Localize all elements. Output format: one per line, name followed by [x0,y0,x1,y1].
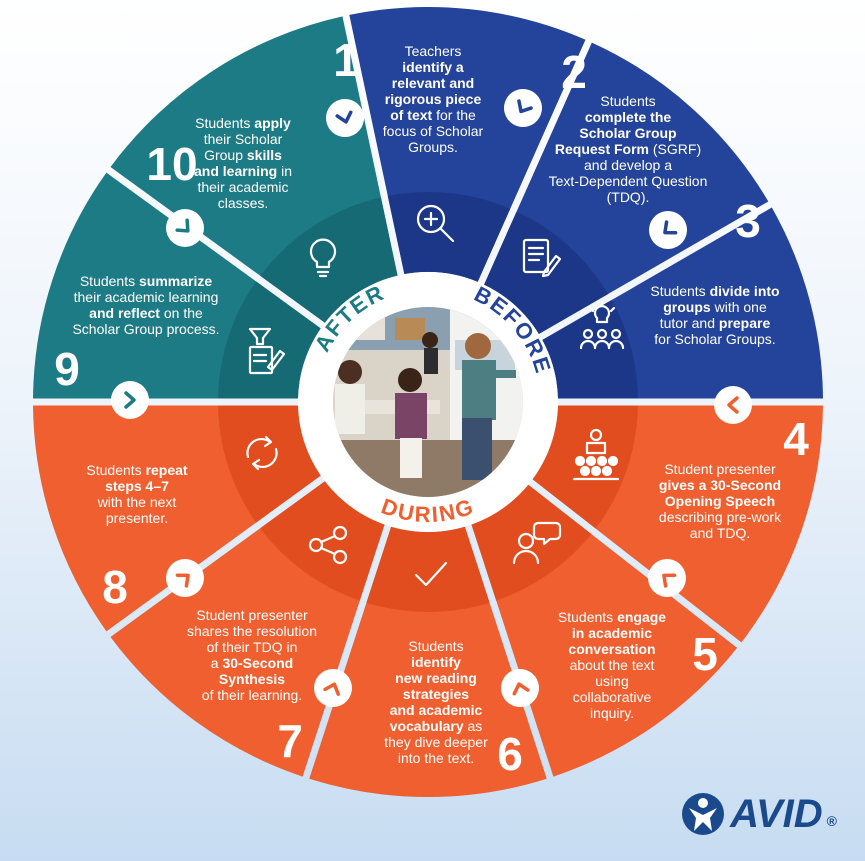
step-3-chevron-icon [649,211,687,249]
step-5-chevron-icon [648,559,686,597]
step-2-number: 2 [561,46,587,98]
step-4-text: Student presenter gives a 30-Second Openin… [659,461,782,541]
step-5-text: Students engage in academic conversation ab… [558,609,666,721]
form-pencil-icon [522,238,562,278]
step-8-number: 8 [102,561,128,613]
step-2-text: Students complete the Scholar Group Request… [549,93,708,205]
step-9-text: Students summarize their academic learnin… [72,273,219,337]
step-4-chevron-icon [714,386,752,424]
step-7-number: 7 [277,715,303,767]
magnifier-plus-icon [416,204,455,243]
step-5-inner-band [471,484,592,601]
step-5-number: 5 [692,628,718,680]
step-4-number: 4 [783,413,809,465]
step-7-text: Student presenter shares the resolution of… [187,607,317,703]
step-6-segment [309,526,547,797]
step-9-inner-band [218,281,321,399]
share-nodes-icon [308,525,348,565]
step-9-number: 9 [54,343,80,395]
step-10-number: 10 [146,138,197,190]
conversation-icon [512,521,562,565]
avid-figure-icon [682,793,725,835]
step-7-chevron-icon [314,669,352,707]
group-idea-icon [579,300,625,350]
step-8-chevron-icon [166,559,204,597]
step-6-chevron-icon [501,669,539,707]
step-1-number: 1 [333,34,359,86]
step-1-text: Teachers identify a relevant and rigorous p… [383,43,484,155]
step-1-chevron-icon [326,99,364,137]
funnel-document-icon [248,327,286,375]
step-6-inner-band [366,526,490,613]
step-9-chevron-icon [111,381,149,419]
step-3-number: 3 [735,195,761,247]
avid-logo: AVID ® [680,791,837,837]
step-6-text: Students identify new reading strategies and… [384,638,488,766]
step-8-text: Students repeat steps 4–7 with the next pre… [86,462,188,526]
repeat-arrows-icon [246,435,278,471]
avid-trademark: ® [826,813,837,829]
checkmark-icon [414,561,448,587]
lightbulb-icon [309,238,337,278]
step-10-text: Students apply their Scholar Group skills a… [194,115,292,211]
step-3-inner-band [542,300,638,399]
step-6-number: 6 [497,728,523,780]
presenter-audience-icon [572,428,620,481]
step-3-text: Students divide into groups with one tutor… [650,283,779,347]
avid-logo-text: AVID [730,791,823,836]
step-10-inner-band [260,197,398,323]
step-10-chevron-icon [166,209,204,247]
step-2-chevron-icon [504,89,542,127]
